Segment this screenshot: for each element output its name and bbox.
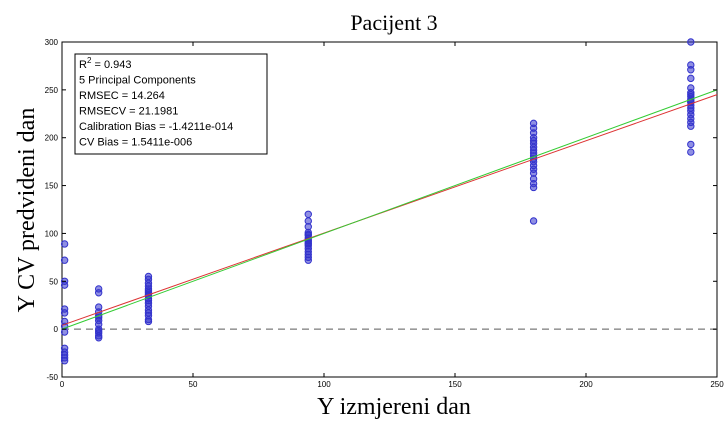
data-point bbox=[687, 74, 695, 83]
target-line bbox=[61, 89, 718, 330]
data-point bbox=[687, 38, 695, 46]
y-tick-label: 200 bbox=[45, 134, 59, 143]
data-point bbox=[60, 256, 69, 264]
data-point bbox=[60, 328, 69, 336]
x-axis-label: Y izmjereni dan bbox=[317, 394, 471, 420]
chart-title: Pacijent 3 bbox=[350, 10, 437, 35]
data-point bbox=[304, 210, 312, 218]
data-point bbox=[60, 309, 69, 317]
stats-line: Calibration Bias = -1.4211e-014 bbox=[79, 121, 233, 133]
stats-line: 5 Principal Components bbox=[79, 75, 196, 87]
y-tick-label: 100 bbox=[45, 229, 59, 238]
stats-lines: R2 = 0.943 5 Principal Components RMSEC = … bbox=[79, 56, 233, 149]
data-point bbox=[60, 357, 69, 365]
stats-line: R2 = 0.943 bbox=[79, 56, 131, 71]
x-tick-label: 250 bbox=[710, 380, 724, 389]
y-tick-label: 300 bbox=[45, 38, 59, 47]
data-point bbox=[304, 256, 312, 264]
data-point bbox=[304, 230, 312, 239]
data-point bbox=[687, 140, 695, 149]
fit-lines-layer bbox=[61, 89, 718, 330]
y-axis-label: Y CV predvideni dan bbox=[14, 108, 40, 313]
stats-line: CV Bias = 1.5411e-006 bbox=[79, 137, 192, 149]
x-tick-label: 100 bbox=[317, 380, 331, 389]
data-point bbox=[60, 240, 69, 248]
stats-box-frame bbox=[74, 53, 268, 155]
data-point bbox=[687, 66, 695, 74]
y-tick-label: 50 bbox=[49, 277, 58, 286]
data-point bbox=[94, 334, 103, 342]
stats-line: RMSECV = 21.1981 bbox=[79, 106, 178, 118]
data-point bbox=[60, 281, 69, 289]
data-point bbox=[144, 287, 153, 295]
y-tick-label: 150 bbox=[45, 182, 59, 191]
points-layer bbox=[60, 38, 695, 365]
data-point bbox=[144, 317, 153, 326]
x-tick-label: 0 bbox=[60, 380, 65, 389]
x-tick-label: 50 bbox=[189, 380, 198, 389]
y-tick-label: -50 bbox=[46, 373, 58, 382]
stats-line: RMSEC = 14.264 bbox=[79, 90, 165, 102]
data-point bbox=[687, 122, 695, 130]
x-axis-ticks: 0 50 100 150 200 250 bbox=[60, 42, 724, 389]
data-point bbox=[94, 289, 103, 297]
data-point bbox=[529, 183, 538, 192]
data-point bbox=[529, 217, 538, 225]
data-point bbox=[687, 90, 695, 99]
y-axis-ticks: -50 0 50 100 150 200 250 300 bbox=[45, 38, 717, 382]
data-point bbox=[687, 148, 695, 156]
x-tick-label: 150 bbox=[448, 380, 462, 389]
y-tick-label: 0 bbox=[54, 325, 59, 334]
stats-box: R2 = 0.943 5 Principal Components RMSEC = … bbox=[74, 53, 268, 155]
y-tick-label: 250 bbox=[45, 86, 59, 95]
x-tick-label: 200 bbox=[579, 380, 593, 389]
